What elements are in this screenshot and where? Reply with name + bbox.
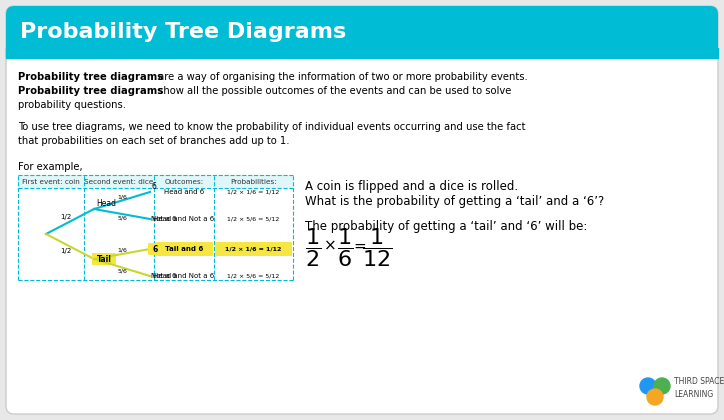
Text: A coin is flipped and a dice is rolled.: A coin is flipped and a dice is rolled. [305,180,518,193]
Bar [214,175,293,188]
Bar [154,175,214,188]
Text: To use tree diagrams, we need to know the probability of individual events occur: To use tree diagrams, we need to know th… [18,122,526,132]
Text: Outcomes:: Outcomes: [164,178,203,184]
FancyBboxPatch shape [155,242,213,256]
Bar [18,175,84,188]
Text: Second event: dice: Second event: dice [84,178,153,184]
Text: Not a 6: Not a 6 [151,216,177,222]
Circle shape [647,389,663,405]
Text: 6: 6 [151,182,156,191]
Text: Probability tree diagrams: Probability tree diagrams [18,72,163,82]
FancyBboxPatch shape [6,6,718,58]
Text: $\dfrac{1}{2}$: $\dfrac{1}{2}$ [305,226,321,270]
Text: Head and Not a 6: Head and Not a 6 [153,216,214,222]
Text: Probabilities:: Probabilities: [230,178,277,184]
Text: 5/6: 5/6 [117,268,127,273]
Bar [18,175,293,280]
Text: $\dfrac{1}{6}$: $\dfrac{1}{6}$ [337,226,353,270]
Text: $=$: $=$ [351,237,367,252]
Text: Head and 6: Head and 6 [164,189,204,195]
FancyBboxPatch shape [215,242,292,256]
Text: that probabilities on each set of branches add up to 1.: that probabilities on each set of branch… [18,136,290,146]
FancyBboxPatch shape [148,243,162,255]
Text: 1/2: 1/2 [60,215,72,220]
Text: 5/6: 5/6 [117,215,127,220]
Text: Tail and 6: Tail and 6 [165,246,203,252]
Text: The probability of getting a ‘tail’ and ‘6’ will be:: The probability of getting a ‘tail’ and … [305,220,587,233]
Text: Head: Head [96,199,116,208]
Bar [84,175,154,188]
Bar [6,48,718,58]
Circle shape [654,378,670,394]
Text: 6: 6 [152,244,158,254]
Text: 1/6: 1/6 [117,194,127,200]
Text: $\dfrac{1}{12}$: $\dfrac{1}{12}$ [362,226,392,270]
Text: Probability tree diagrams: Probability tree diagrams [18,86,163,96]
Text: Tail: Tail [96,255,111,263]
Text: 1/2 × 5/6 = 5/12: 1/2 × 5/6 = 5/12 [227,216,279,221]
Text: Head and Not a 6: Head and Not a 6 [153,273,214,279]
Text: For example,: For example, [18,162,83,172]
Text: 1/2: 1/2 [60,247,72,254]
Circle shape [640,378,656,394]
Text: show all the possible outcomes of the events and can be used to solve: show all the possible outcomes of the ev… [155,86,511,96]
Text: THIRD SPACE
LEARNING: THIRD SPACE LEARNING [674,377,724,399]
Text: Not a 6: Not a 6 [151,273,177,279]
FancyBboxPatch shape [92,253,116,265]
Text: 1/2 × 1/6 = 1/12: 1/2 × 1/6 = 1/12 [225,247,282,252]
Text: probability questions.: probability questions. [18,100,126,110]
Text: 1/2 × 1/6 = 1/12: 1/2 × 1/6 = 1/12 [227,189,279,194]
Text: 1/2 × 5/6 = 5/12: 1/2 × 5/6 = 5/12 [227,273,279,278]
Text: $\times$: $\times$ [323,237,335,252]
FancyBboxPatch shape [6,6,718,414]
Text: Probability Tree Diagrams: Probability Tree Diagrams [20,22,346,42]
Text: are a way of organising the information of two or more probability events.: are a way of organising the information … [155,72,528,82]
Text: 1/6: 1/6 [117,248,127,253]
Text: What is the probability of getting a ‘tail’ and a ‘6’?: What is the probability of getting a ‘ta… [305,195,605,208]
Text: First event: coin: First event: coin [22,178,80,184]
